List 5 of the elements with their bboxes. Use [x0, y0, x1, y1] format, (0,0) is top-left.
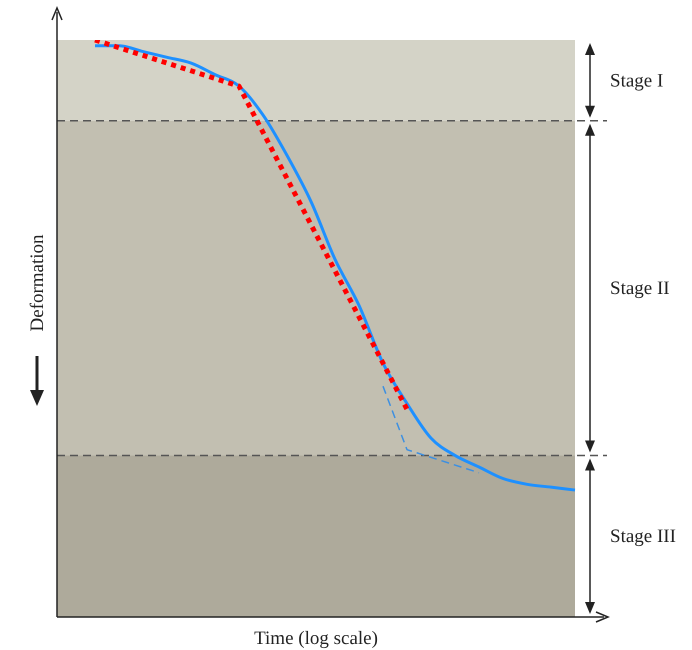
x-axis-title: Time (log scale)	[254, 628, 378, 649]
band-label: Stage I	[610, 70, 664, 92]
y-axis-title: Deformation	[27, 234, 48, 332]
band-label: Stage III	[610, 526, 676, 548]
band-label: Stage II	[610, 278, 670, 300]
